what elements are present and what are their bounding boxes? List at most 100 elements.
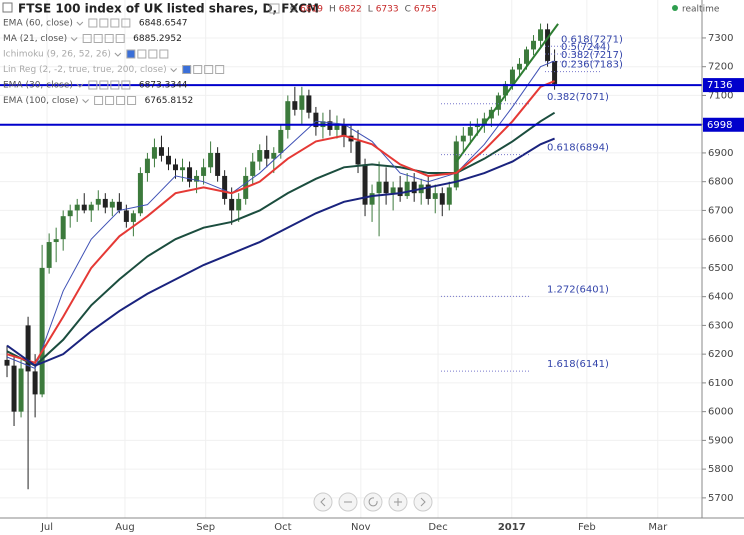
candle-body (81, 204, 87, 211)
candle-body (53, 239, 59, 243)
candle-body (362, 164, 368, 205)
fib-label: 0.382(7217) (561, 50, 623, 61)
candle-body (11, 365, 17, 412)
reset[interactable] (363, 492, 383, 512)
ma-line (6, 60, 555, 370)
dropdown (114, 52, 122, 57)
dropdown (70, 37, 78, 42)
y-tick-label: 7300 (708, 33, 733, 44)
candle-body (194, 175, 200, 182)
candle-body (208, 152, 214, 168)
icon (368, 497, 378, 507)
legend-button[interactable] (104, 34, 114, 43)
candle-body (425, 184, 431, 199)
fib-label: 1.272(6401) (547, 284, 609, 295)
candle-body (390, 187, 396, 194)
candle-body (165, 155, 171, 165)
legend-button[interactable] (121, 80, 131, 90)
y-tick-label: 7200 (708, 62, 733, 73)
candle-body (109, 201, 115, 208)
legend-button[interactable] (88, 18, 98, 28)
fib-label: 0.5(7244) (561, 42, 610, 53)
candle-body (397, 187, 403, 197)
ma-line (6, 111, 556, 367)
x-tick-label: Mar (648, 522, 668, 533)
candle-body (404, 181, 410, 197)
y-tick-label: 6900 (708, 148, 733, 159)
y-tick-label: 5900 (708, 435, 733, 446)
candle-body (222, 175, 228, 199)
y-tick-label: 6500 (708, 263, 733, 274)
candle-body (524, 49, 529, 64)
candle-body (95, 198, 101, 205)
scroll-left[interactable] (313, 492, 333, 512)
candle-body (299, 95, 305, 110)
legend-button[interactable] (182, 65, 192, 74)
icon (269, 3, 280, 14)
candle-body (411, 181, 417, 194)
ohlc-value: 6822 (339, 5, 362, 15)
y-tick-label: 6100 (708, 378, 733, 389)
legend-button[interactable] (159, 49, 169, 59)
realtime-label: realtime (682, 5, 720, 15)
candle-body (467, 127, 473, 136)
ohlc-value: 6819 (300, 5, 323, 15)
candle-body (453, 141, 459, 188)
x-tick-label: 2017 (498, 522, 526, 533)
dropdown (82, 99, 89, 104)
y-tick-label: 6200 (708, 349, 733, 360)
candle-body (439, 193, 445, 205)
legend-button[interactable] (193, 65, 203, 74)
legend-button[interactable] (94, 96, 104, 105)
legend-button[interactable] (99, 18, 109, 28)
legend-entry: EMA (100, close) (3, 96, 79, 106)
candle-body (460, 135, 466, 142)
legend-button[interactable] (148, 49, 158, 59)
indicator-name: Lin Reg (2, -2, true, true, 200, close) (3, 65, 167, 75)
realtime-dot (672, 5, 678, 11)
candle-body (383, 181, 389, 194)
icon (394, 498, 402, 506)
legend-button[interactable] (121, 18, 131, 28)
legend-button[interactable] (137, 49, 147, 59)
legend-button[interactable] (215, 65, 225, 74)
candle-body (215, 152, 221, 176)
fib-label: 0.236(7183) (561, 60, 623, 71)
legend-button[interactable] (93, 34, 103, 43)
candle-body (102, 198, 108, 208)
legend-button[interactable] (88, 80, 98, 90)
chart-title: FTSE 100 index of UK listed shares, D, F… (18, 2, 319, 16)
legend-button[interactable] (115, 34, 125, 43)
candle-body (292, 101, 298, 110)
candle-body (257, 150, 263, 162)
legend-entry: EMA (30, close) (3, 81, 73, 91)
legend-button[interactable] (126, 49, 136, 59)
candle-body (18, 368, 24, 412)
y-tick-label: 5800 (708, 464, 733, 475)
candle-body (32, 371, 38, 395)
legend-button[interactable] (116, 96, 126, 105)
legend-button[interactable] (99, 80, 109, 90)
zoom-controls (313, 492, 433, 512)
collapse-icon[interactable] (2, 2, 13, 13)
legend: O 6819 H 6822 L 6733 C 6755 EMA (60, close) 6848.… (3, 3, 437, 106)
candle-body (46, 242, 52, 268)
x-tick-label: Dec (428, 522, 447, 533)
legend-button[interactable] (127, 96, 137, 105)
legend-button[interactable] (110, 80, 120, 90)
y-tick-label: 6400 (708, 292, 733, 303)
legend-button[interactable] (82, 34, 92, 43)
legend-button[interactable] (105, 96, 115, 105)
scroll-right[interactable] (413, 492, 433, 512)
candle-body (355, 141, 361, 165)
legend-value: 6885.2952 (133, 34, 182, 44)
candle-body (187, 167, 193, 182)
fib-label: 1.618(6141) (547, 359, 609, 370)
level-tag (703, 117, 744, 132)
candle-body (39, 267, 45, 395)
candle-body (545, 29, 551, 61)
legend-button[interactable] (204, 65, 214, 74)
candle-body (531, 40, 537, 50)
legend-button[interactable] (110, 18, 120, 28)
candle-body (481, 118, 487, 125)
